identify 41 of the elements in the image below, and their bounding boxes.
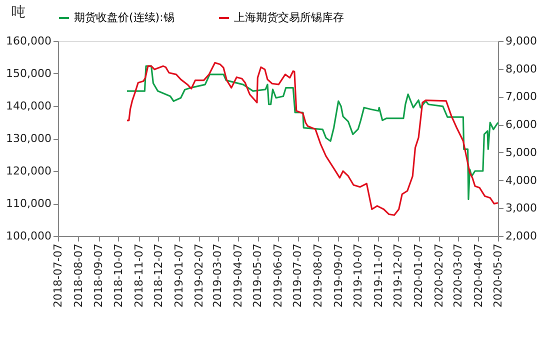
y2-tick-label: 5,000 [506,146,537,159]
x-tick-label: 2019-06-07 [272,244,284,308]
y-tick-label: 100,000 [6,230,52,242]
x-tick-label: 2020-04-07 [472,244,485,308]
x-tick-label: 2018-10-07 [112,244,125,308]
y-tick-label: 130,000 [6,132,52,145]
y-axis-title: 吨 [12,4,26,20]
x-tick-label: 2020-05-07 [492,244,504,308]
x-tick-label: 2018-08-07 [72,244,85,308]
y2-tick-label: 6,000 [506,118,537,132]
x-tick-label: 2019-02-07 [192,244,206,308]
x-tick-label: 2020-02-07 [432,244,446,308]
x-tick-label: 2018-07-07 [52,244,64,308]
y-tick-label: 110,000 [6,197,52,210]
x-tick-label: 2019-11-07 [372,244,385,308]
y2-tick-label: 7,000 [506,90,537,104]
x-tick-label: 2018-11-07 [132,244,146,308]
y-tick-label: 120,000 [6,164,52,178]
y-tick-label: 150,000 [6,67,52,80]
y2-tick-label: 3,000 [506,202,537,215]
x-tick-label: 2020-01-07 [412,244,426,308]
x-tick-label: 2019-05-07 [251,244,264,308]
x-tick-label: 2019-07-07 [291,244,304,308]
legend-label: 上海期货交易所锡库存 [234,11,344,24]
x-tick-label: 2020-03-07 [451,244,464,308]
x-tick-label: 2019-01-07 [172,244,186,308]
x-tick-label: 2018-12-07 [152,244,165,308]
y-tick-label: 140,000 [6,100,52,112]
x-tick-label: 2019-12-07 [392,244,405,308]
y2-tick-label: 4,000 [506,174,537,187]
x-tick-label: 2018-09-07 [92,244,106,308]
legend-label: 期货收盘价(连续):锡 [74,11,174,24]
y-tick-label: 160,000 [6,34,52,48]
x-tick-label: 2019-04-07 [231,244,244,308]
y2-tick-label: 9,000 [506,34,537,48]
x-tick-label: 2019-09-07 [332,244,345,308]
x-tick-label: 2019-03-07 [211,244,224,308]
y2-tick-label: 8,000 [506,62,537,76]
y2-tick-label: 2,000 [506,230,537,242]
x-tick-label: 2019-08-07 [312,244,325,308]
x-tick-label: 2019-10-07 [352,244,365,308]
